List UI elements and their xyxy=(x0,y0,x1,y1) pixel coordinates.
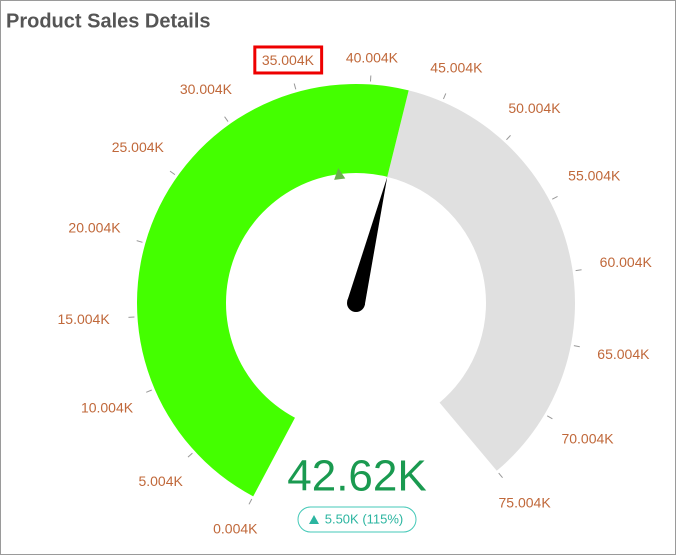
tick-label: 5.004K xyxy=(138,473,183,489)
gauge-value-arc xyxy=(137,84,409,497)
tick-mark xyxy=(546,415,553,420)
tick-label: 60.004K xyxy=(600,254,653,270)
delta-pill xyxy=(297,506,417,533)
tick-mark xyxy=(146,389,152,393)
tick-label: 45.004K xyxy=(430,59,483,75)
tick-label: 30.004K xyxy=(180,81,233,97)
tick-label: 0.004K xyxy=(213,521,258,537)
tick-mark xyxy=(248,498,253,505)
tick-label: 70.004K xyxy=(561,430,614,446)
tick-mark xyxy=(498,472,503,478)
tick-label: 20.004K xyxy=(68,219,121,235)
tick-mark xyxy=(187,452,193,458)
tick-label: 25.004K xyxy=(112,139,165,155)
tick-label: 55.004K xyxy=(568,168,621,184)
tick-label: 50.004K xyxy=(508,100,561,116)
target-marker xyxy=(334,168,346,180)
tick-mark xyxy=(552,195,558,200)
tick-mark xyxy=(575,269,582,272)
delta-text: 5.50K (115%) xyxy=(325,511,404,526)
tick-mark xyxy=(293,83,297,90)
delta-arrow xyxy=(309,515,319,524)
tick-mark xyxy=(573,345,580,348)
gauge-track xyxy=(387,90,575,471)
tick-mark xyxy=(442,93,447,100)
highlight-box xyxy=(253,45,324,75)
tick-label: 75.004K xyxy=(499,495,552,511)
tick-mark xyxy=(506,135,511,141)
tick-label: 10.004K xyxy=(81,400,134,416)
tick-mark xyxy=(169,170,176,176)
value-label: 42.62K xyxy=(287,452,426,501)
chart-title: Product Sales Details xyxy=(6,10,211,32)
tick-mark xyxy=(224,116,229,122)
tick-label: 65.004K xyxy=(597,346,650,362)
needle xyxy=(347,176,388,306)
tick-label: 35.004K xyxy=(262,52,315,68)
tick-label: 15.004K xyxy=(58,311,111,327)
tick-label: 40.004K xyxy=(346,49,399,65)
needle-pivot xyxy=(347,294,365,312)
gauge: 0.004K 5.004K 10.004K 15.004K 20.004K 25.004K… xyxy=(58,45,653,537)
tick-mark xyxy=(136,240,143,243)
